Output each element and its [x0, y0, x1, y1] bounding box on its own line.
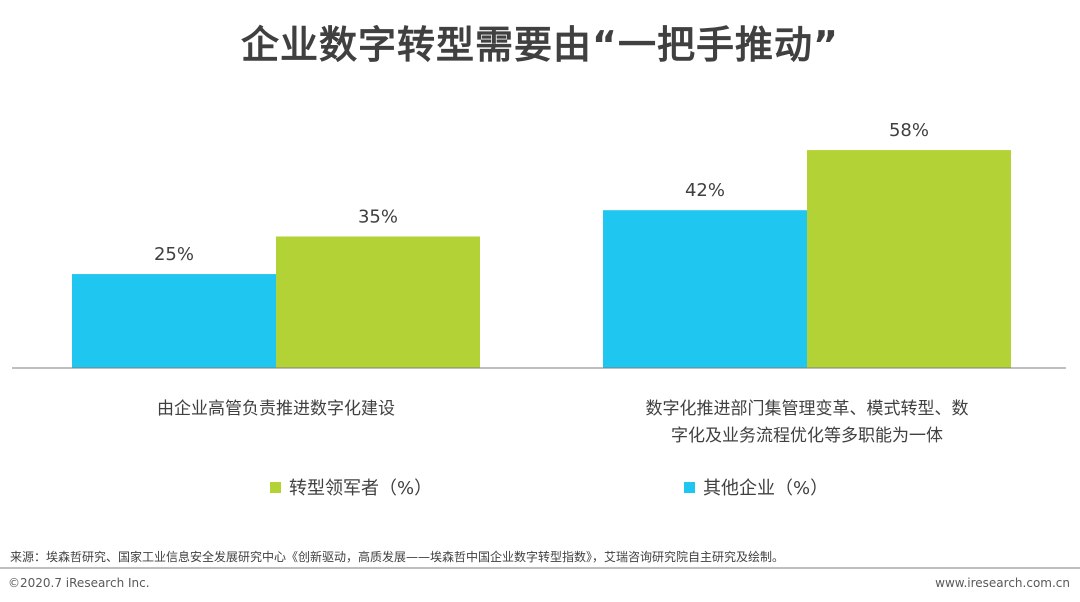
bar	[72, 274, 276, 368]
bar	[603, 210, 807, 368]
category-label: 字化及业务流程优化等多职能为一体	[671, 426, 943, 446]
footer-website[interactable]: www.iresearch.com.cn	[935, 576, 1070, 590]
bar	[807, 150, 1011, 368]
legend-label-others: 其他企业（%）	[703, 478, 829, 499]
footer-copyright: ©2020.7 iResearch Inc.	[8, 576, 150, 590]
bar-chart: 25% 35% 由企业高管负责推进数字化建设 42% 58% 数字化推进部门集管理变革、模…	[12, 120, 1066, 446]
legend-swatch-leaders	[270, 481, 281, 493]
category-label: 由企业高管负责推进数字化建设	[157, 399, 395, 419]
data-label: 58%	[889, 120, 929, 141]
legend-label-leaders: 转型领军者（%）	[289, 478, 433, 499]
category-label: 数字化推进部门集管理变革、模式转型、数	[646, 399, 969, 419]
data-label: 25%	[154, 244, 194, 265]
legend-swatch-others	[684, 481, 695, 493]
bar	[276, 236, 480, 368]
data-label: 42%	[685, 180, 725, 201]
legend-item-others: 其他企业（%）	[684, 474, 828, 500]
legend-item-leaders: 转型领军者（%）	[270, 474, 432, 500]
data-label: 35%	[358, 207, 398, 228]
chart-title: 企业数字转型需要由“一把手推动”	[241, 23, 839, 67]
footer-divider	[0, 567, 1080, 569]
source-note: 来源：埃森哲研究、国家工业信息安全发展研究中心《创新驱动，高质发展——埃森哲中国…	[10, 550, 785, 564]
